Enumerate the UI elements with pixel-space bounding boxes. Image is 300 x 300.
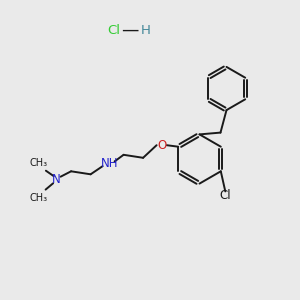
Text: CH₃: CH₃	[30, 158, 48, 168]
Text: N: N	[52, 173, 61, 186]
Text: Cl: Cl	[220, 189, 231, 202]
Text: NH: NH	[100, 157, 118, 170]
Text: O: O	[157, 139, 166, 152]
Text: —: —	[121, 21, 138, 39]
Text: H: H	[141, 23, 150, 37]
Text: CH₃: CH₃	[30, 193, 48, 203]
Text: Cl: Cl	[107, 23, 121, 37]
